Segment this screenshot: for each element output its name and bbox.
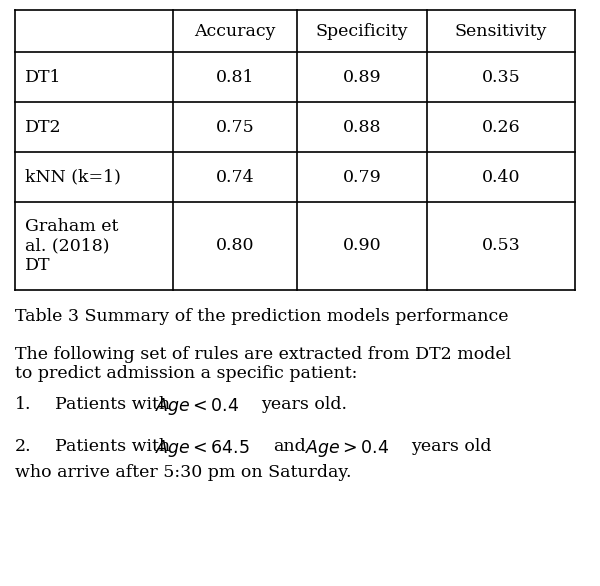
Text: 0.88: 0.88 [343,118,381,135]
Text: Graham et
al. (2018)
DT: Graham et al. (2018) DT [25,218,118,274]
Text: Specificity: Specificity [316,22,409,39]
Text: and: and [273,438,306,455]
Text: Table 3 Summary of the prediction models performance: Table 3 Summary of the prediction models… [15,308,509,325]
Text: 0.81: 0.81 [216,69,254,86]
Text: years old: years old [411,438,491,455]
Text: Accuracy: Accuracy [194,22,276,39]
Text: 0.90: 0.90 [343,237,382,254]
Text: 0.53: 0.53 [482,237,520,254]
Text: Sensitivity: Sensitivity [455,22,547,39]
Text: who arrive after 5:30 pm on Saturday.: who arrive after 5:30 pm on Saturday. [15,464,352,481]
Text: Patients with: Patients with [55,396,170,413]
Text: 0.79: 0.79 [343,169,382,186]
Text: The following set of rules are extracted from DT2 model: The following set of rules are extracted… [15,346,511,363]
Text: 2.: 2. [15,438,32,455]
Text: $\mathit{Age} > 0.4$: $\mathit{Age} > 0.4$ [305,438,389,459]
Text: 0.75: 0.75 [215,118,254,135]
Text: 0.35: 0.35 [482,69,520,86]
Text: Patients with: Patients with [55,438,170,455]
Text: 0.80: 0.80 [216,237,254,254]
Text: to predict admission a specific patient:: to predict admission a specific patient: [15,365,358,382]
Text: 0.40: 0.40 [482,169,520,186]
Text: 0.26: 0.26 [482,118,520,135]
Text: DT2: DT2 [25,118,62,135]
Text: $\mathit{Age} < 0.4$: $\mathit{Age} < 0.4$ [155,396,239,417]
Text: 1.: 1. [15,396,32,413]
Text: 0.89: 0.89 [343,69,382,86]
Text: years old.: years old. [261,396,347,413]
Text: kNN (k=1): kNN (k=1) [25,169,121,186]
Text: $\mathit{Age} < 64.5$: $\mathit{Age} < 64.5$ [155,438,250,459]
Text: DT1: DT1 [25,69,62,86]
Text: 0.74: 0.74 [215,169,254,186]
